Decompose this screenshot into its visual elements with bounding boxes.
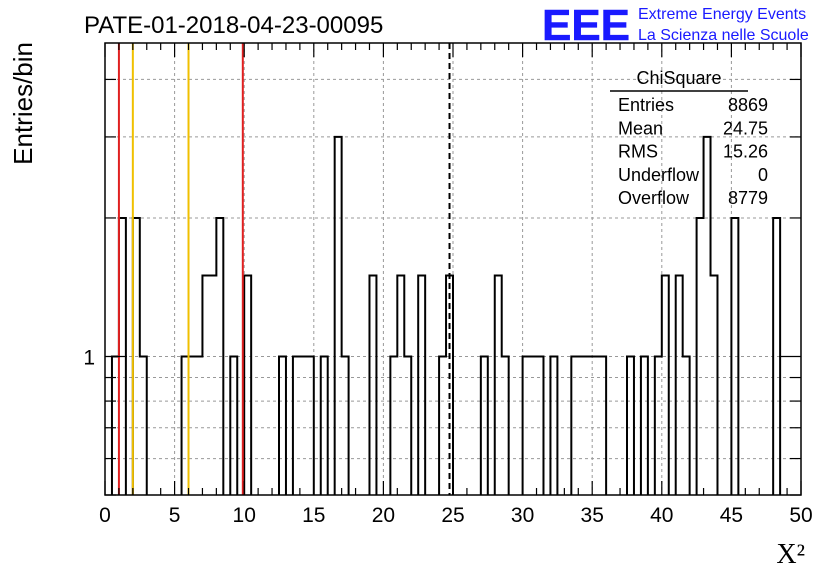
stats-label-entries: Entries <box>618 95 674 115</box>
x-tick-label: 50 <box>789 504 812 527</box>
logo-line1: Extreme Energy Events <box>638 6 806 23</box>
logo-mark: EEE <box>542 1 630 50</box>
y-tick-label: 1 <box>83 346 95 369</box>
stats-label-mean: Mean <box>618 118 663 138</box>
y-tick-labels: 1 <box>83 346 95 369</box>
stats-value-underflow: 0 <box>758 165 768 185</box>
x-tick-label: 25 <box>441 504 464 527</box>
stats-value-overflow: 8779 <box>728 188 768 208</box>
y-axis-label: Entries/bin <box>8 42 38 165</box>
stats-value-mean: 24.75 <box>723 118 768 138</box>
axis-ticks <box>104 43 802 496</box>
eee-logo: EEE Extreme Energy Events La Scienza nel… <box>542 1 809 51</box>
vertical-markers <box>117 43 451 495</box>
x-axis-label: X² <box>776 539 805 570</box>
x-tick-label: 10 <box>233 504 256 527</box>
x-tick-label: 5 <box>169 504 181 527</box>
stats-value-rms: 15.26 <box>723 142 768 162</box>
stats-box: ChiSquare Entries 8869 Mean 24.75 RMS 15.26 Un… <box>610 68 768 208</box>
stats-label-overflow: Overflow <box>618 188 690 208</box>
x-tick-label: 15 <box>302 504 325 527</box>
x-tick-label: 0 <box>99 504 111 527</box>
x-tick-label: 40 <box>650 504 673 527</box>
x-tick-label: 35 <box>581 504 604 527</box>
logo-line2: La Scienza nelle Scuole <box>638 27 809 44</box>
stats-value-entries: 8869 <box>728 95 768 115</box>
x-tick-label: 30 <box>511 504 534 527</box>
x-tick-label: 20 <box>372 504 395 527</box>
chart-title: PATE-01-2018-04-23-00095 <box>84 12 383 39</box>
stats-title: ChiSquare <box>636 68 721 88</box>
stats-label-rms: RMS <box>618 142 658 162</box>
stats-label-underflow: Underflow <box>618 165 700 185</box>
x-tick-labels: 0 5 10 15 20 25 30 35 40 45 50 <box>99 504 813 527</box>
x-tick-label: 45 <box>720 504 743 527</box>
